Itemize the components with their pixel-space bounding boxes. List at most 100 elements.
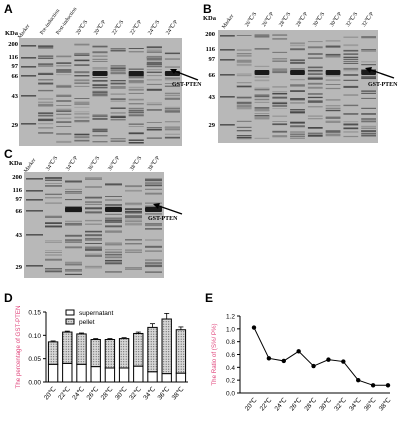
protein-band [85, 186, 102, 188]
protein-band [145, 259, 162, 261]
lane-label: 26℃/P [261, 11, 276, 28]
protein-band [145, 205, 162, 207]
protein-band [307, 57, 323, 59]
protein-band [307, 46, 323, 48]
panel-b-gel-image [218, 30, 378, 143]
protein-band [105, 231, 122, 233]
protein-band [164, 133, 180, 135]
marker-band [21, 75, 37, 77]
protein-band [38, 47, 54, 49]
protein-band [125, 251, 142, 253]
protein-band [236, 130, 252, 132]
protein-band [164, 95, 180, 97]
protein-band [56, 69, 72, 72]
protein-band [38, 127, 54, 129]
protein-band [145, 185, 162, 187]
protein-band [361, 133, 376, 135]
y-tick-label: 0.0 [226, 391, 235, 398]
x-tick-label: 26℃ [86, 385, 101, 401]
gst-pten-band [92, 71, 108, 76]
protein-band [56, 62, 72, 64]
marker-band [26, 210, 43, 212]
protein-band [325, 75, 341, 77]
marker-band [21, 123, 37, 125]
protein-band [125, 211, 142, 213]
protein-band [128, 103, 144, 105]
protein-band [65, 261, 82, 263]
gst-pten-band [290, 70, 305, 75]
protein-band [38, 89, 54, 92]
protein-band [56, 74, 72, 76]
protein-band [272, 135, 288, 137]
x-tick-label: 22℃ [57, 385, 72, 401]
protein-band [85, 230, 102, 233]
protein-band [325, 55, 341, 58]
protein-band [272, 38, 288, 40]
protein-band [361, 97, 376, 99]
protein-band [361, 64, 376, 66]
protein-band [128, 139, 144, 141]
panel-c-kda-label: KDa [9, 160, 22, 167]
protein-band [343, 123, 359, 126]
protein-band [164, 66, 180, 68]
protein-band [164, 136, 180, 139]
protein-band [146, 69, 162, 71]
protein-band [325, 54, 341, 57]
x-tick-label: 38℃ [378, 396, 393, 412]
panel-a-label: A [4, 2, 13, 16]
protein-band [125, 215, 142, 216]
protein-band [236, 138, 252, 140]
protein-band [145, 261, 162, 263]
protein-band [45, 269, 62, 271]
protein-band [343, 63, 359, 64]
protein-band [45, 250, 62, 251]
protein-band [325, 84, 341, 85]
protein-band [105, 243, 122, 246]
x-tick-label: 24℃ [71, 385, 86, 401]
protein-band [164, 106, 180, 109]
protein-band [65, 246, 82, 249]
protein-band [85, 234, 102, 237]
protein-band [343, 74, 359, 76]
protein-band [74, 101, 90, 104]
x-tick-label: 34℃ [142, 385, 157, 401]
protein-band [110, 66, 126, 68]
protein-band [307, 115, 323, 117]
protein-band [56, 126, 72, 127]
protein-band [65, 263, 82, 265]
protein-band [92, 58, 108, 61]
protein-band [128, 92, 144, 94]
protein-band [343, 104, 359, 107]
bar-supernatant [76, 363, 87, 383]
protein-band [146, 79, 162, 81]
x-tick-label: 20℃ [43, 385, 58, 401]
protein-band [164, 85, 180, 87]
protein-band [110, 115, 126, 117]
protein-band [325, 79, 341, 81]
protein-band [236, 85, 252, 88]
bar-pellet [175, 329, 187, 374]
protein-band [236, 64, 252, 67]
protein-band [307, 96, 323, 99]
protein-band [128, 77, 144, 79]
protein-band [56, 86, 72, 88]
lane-label: 34℃/S [45, 155, 60, 172]
lane-label: 20℃/P [93, 19, 108, 36]
protein-band [45, 223, 62, 224]
protein-band [254, 117, 270, 120]
mw-label: 200 [205, 31, 215, 38]
protein-band [105, 271, 122, 273]
x-tick-label: 26℃ [288, 396, 303, 412]
data-point [370, 383, 376, 388]
protein-band [361, 61, 376, 63]
protein-band [56, 109, 72, 112]
protein-band [74, 79, 90, 82]
protein-band [92, 55, 108, 57]
protein-band [125, 219, 142, 221]
protein-band [74, 59, 90, 62]
protein-band [110, 69, 126, 72]
protein-band [38, 73, 54, 75]
marker-band [220, 124, 235, 126]
x-tick-label: 32℃ [333, 396, 348, 412]
protein-band [361, 75, 376, 78]
